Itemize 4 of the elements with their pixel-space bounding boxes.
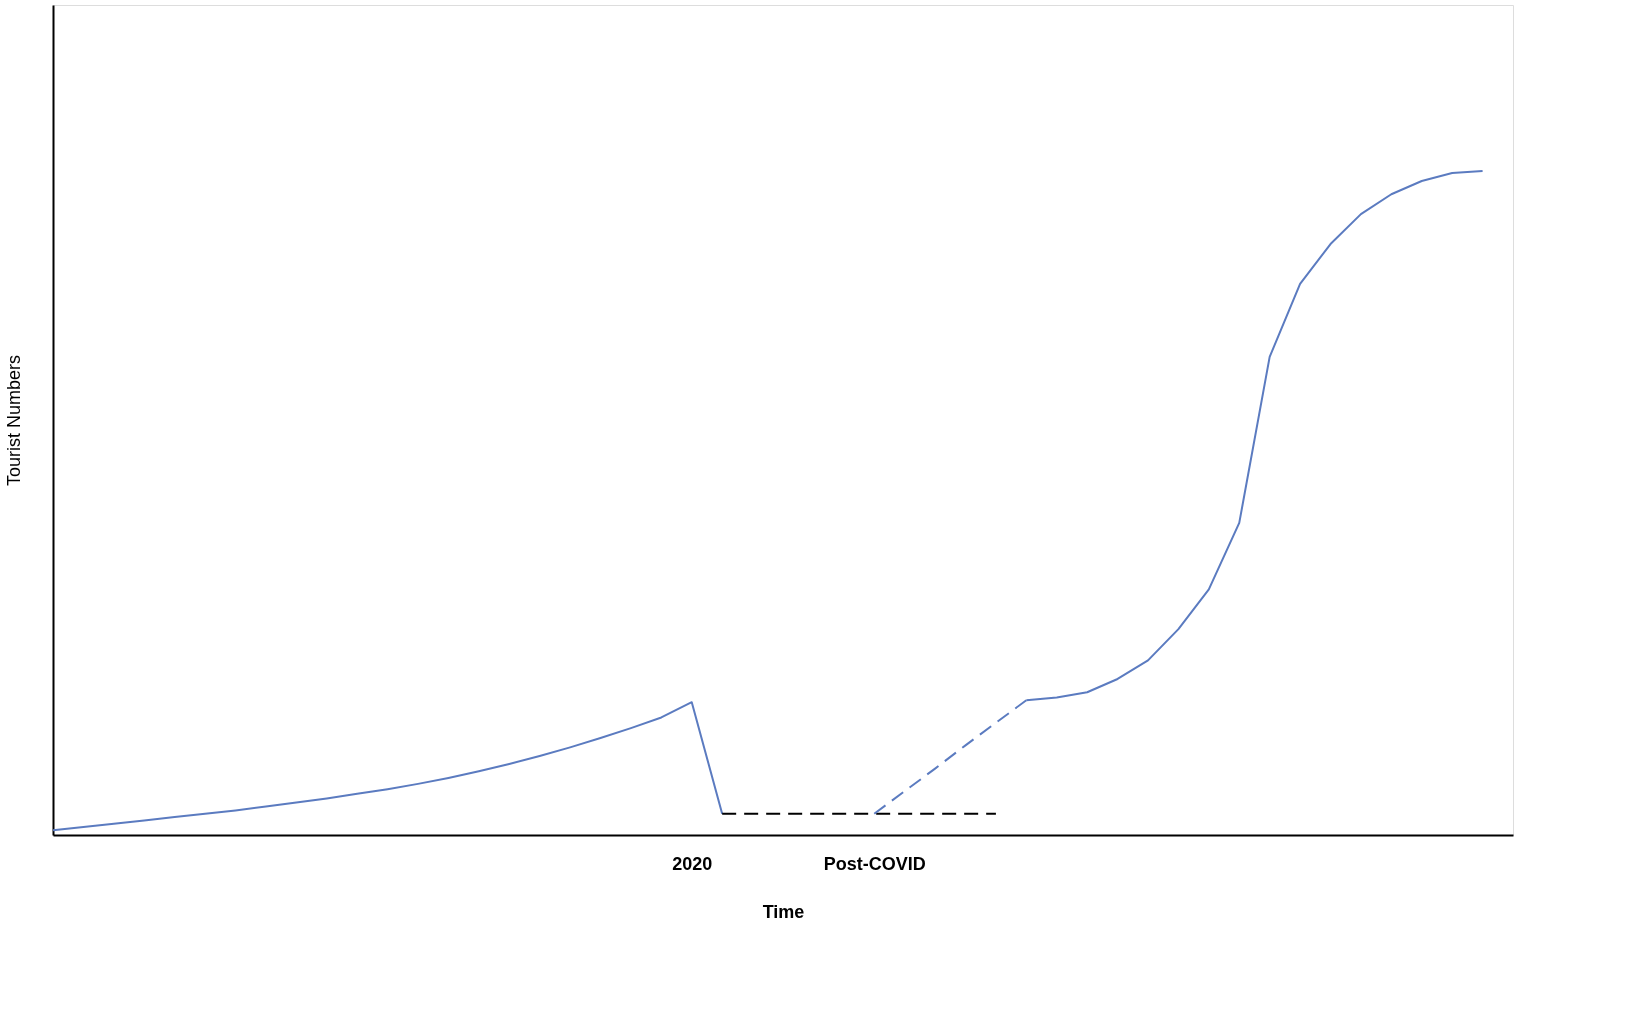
x-axis-title: Time [762, 901, 805, 922]
y-axis-title: Tourist Numbers [3, 354, 24, 487]
x-tick-label: 2020 [672, 853, 713, 874]
x-tick-label: Post-COVID [823, 853, 926, 874]
